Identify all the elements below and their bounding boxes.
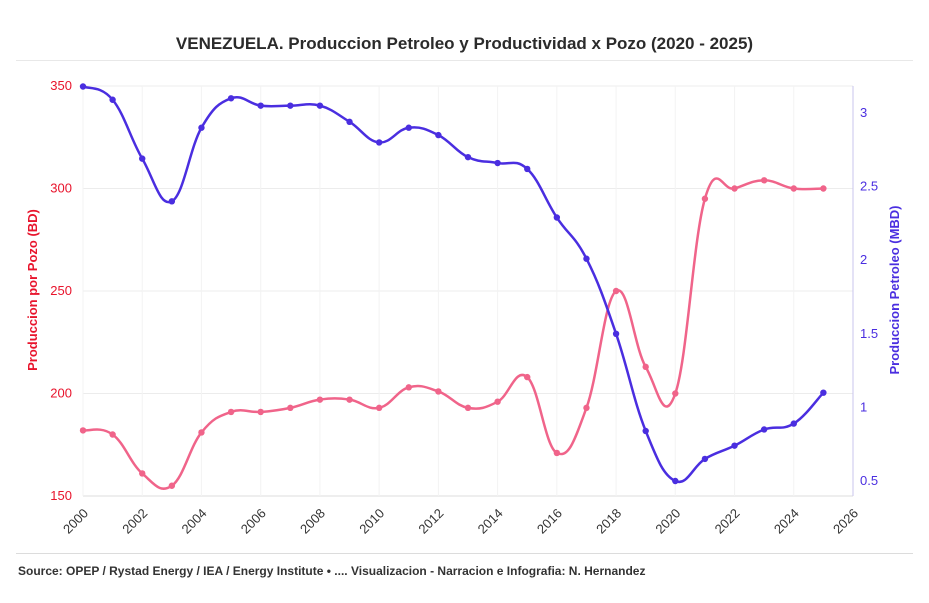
x-axis-ticks: 2000 2002 2004 2006 2008 2010 2012 2014 2016 2018… (60, 506, 861, 537)
data-point-produccion-petroleo (257, 102, 264, 109)
x-tick-label: 2008 (297, 506, 328, 537)
right-tick-label: 0.5 (860, 473, 878, 488)
x-tick-label: 2024 (771, 506, 802, 537)
x-tick-label: 2018 (593, 506, 624, 537)
x-tick-label: 2026 (830, 506, 861, 537)
data-point-produccion-petroleo (464, 153, 472, 161)
data-point-produccion-petroleo (790, 420, 797, 427)
data-point-produccion-petroleo (375, 139, 383, 146)
x-tick-label: 2012 (415, 506, 446, 537)
right-axis-ticks: 0.5 1 1.5 2 2.5 3 (852, 86, 878, 496)
right-tick-label: 2 (860, 252, 867, 267)
data-point-produccion-petroleo (701, 455, 709, 463)
chart-title: VENEZUELA. Produccion Petroleo y Product… (175, 34, 754, 53)
series-points (79, 83, 827, 489)
data-point-produccion-por-pozo (612, 287, 620, 295)
data-point-produccion-por-pozo (227, 408, 235, 416)
data-point-produccion-por-pozo (257, 408, 264, 416)
left-tick-label: 150 (50, 488, 72, 503)
data-point-produccion-por-pozo (494, 398, 501, 405)
series-line-produccion-por-pozo (82, 177, 824, 490)
left-tick-label: 350 (50, 78, 72, 93)
data-point-produccion-petroleo (494, 159, 501, 167)
data-point-produccion-por-pozo (464, 404, 472, 412)
data-point-produccion-petroleo (672, 477, 679, 485)
data-point-produccion-por-pozo (375, 404, 383, 412)
data-point-produccion-por-pozo (672, 390, 679, 397)
data-point-produccion-por-pozo (731, 185, 738, 192)
data-point-produccion-por-pozo (553, 449, 561, 457)
data-point-produccion-por-pozo (346, 396, 353, 403)
title-divider (16, 60, 913, 61)
x-tick-label: 2006 (238, 506, 269, 537)
data-point-produccion-petroleo (287, 102, 294, 109)
data-point-produccion-petroleo (642, 427, 649, 435)
data-point-produccion-por-pozo (701, 195, 709, 202)
left-axis-ticks: 150 200 250 300 350 (50, 78, 72, 503)
data-point-produccion-petroleo (820, 389, 827, 396)
data-point-produccion-petroleo (760, 426, 768, 433)
data-point-produccion-por-pozo (820, 185, 827, 192)
data-point-produccion-petroleo (109, 96, 116, 103)
series-line-produccion-petroleo (82, 85, 825, 484)
data-point-produccion-por-pozo (790, 185, 797, 192)
data-point-produccion-por-pozo (524, 373, 531, 381)
data-point-produccion-por-pozo (198, 429, 205, 436)
data-point-produccion-por-pozo (760, 177, 768, 184)
x-tick-label: 2010 (356, 506, 387, 537)
data-point-produccion-por-pozo (405, 384, 412, 391)
right-tick-label: 1.5 (860, 326, 878, 341)
series-lines (82, 85, 825, 490)
data-point-produccion-petroleo (139, 155, 146, 162)
left-tick-label: 300 (50, 181, 72, 196)
data-point-produccion-petroleo (198, 124, 205, 131)
data-point-produccion-petroleo (583, 255, 590, 262)
data-point-produccion-por-pozo (287, 404, 294, 412)
x-tick-label: 2022 (712, 506, 743, 537)
data-point-produccion-por-pozo (109, 431, 116, 438)
data-point-produccion-por-pozo (435, 388, 442, 395)
source-divider (16, 553, 913, 554)
x-tick-label: 2016 (534, 506, 565, 537)
data-point-produccion-petroleo (612, 330, 620, 337)
data-point-produccion-petroleo (316, 102, 324, 109)
data-point-produccion-por-pozo (316, 396, 324, 403)
right-axis-title: Produccion Petroleo (MBD) (887, 205, 902, 374)
x-tick-label: 2000 (60, 506, 91, 537)
x-tick-label: 2002 (119, 506, 150, 537)
data-point-produccion-por-pozo (168, 482, 176, 489)
x-tick-label: 2020 (652, 506, 683, 537)
data-point-produccion-petroleo (731, 442, 738, 449)
data-point-produccion-petroleo (227, 95, 235, 102)
x-tick-label: 2004 (179, 506, 210, 537)
right-tick-label: 1 (860, 399, 867, 414)
data-point-produccion-petroleo (405, 124, 412, 131)
data-point-produccion-por-pozo (139, 470, 146, 477)
data-point-produccion-petroleo (79, 83, 87, 90)
left-tick-label: 200 (50, 386, 72, 401)
data-point-produccion-petroleo (524, 165, 531, 173)
data-point-produccion-petroleo (168, 198, 176, 205)
data-point-produccion-petroleo (553, 214, 561, 221)
data-point-produccion-por-pozo (79, 427, 87, 434)
right-tick-label: 2.5 (860, 179, 878, 194)
data-point-produccion-petroleo (435, 131, 442, 139)
data-point-produccion-por-pozo (642, 363, 649, 371)
right-tick-label: 3 (860, 105, 867, 120)
left-tick-label: 250 (50, 283, 72, 298)
data-point-produccion-por-pozo (583, 404, 590, 412)
data-point-produccion-petroleo (346, 118, 353, 126)
left-axis-title: Produccion por Pozo (BD) (25, 209, 40, 371)
source-note: Source: OPEP / Rystad Energy / IEA / Ene… (18, 564, 646, 578)
x-tick-label: 2014 (475, 506, 506, 537)
